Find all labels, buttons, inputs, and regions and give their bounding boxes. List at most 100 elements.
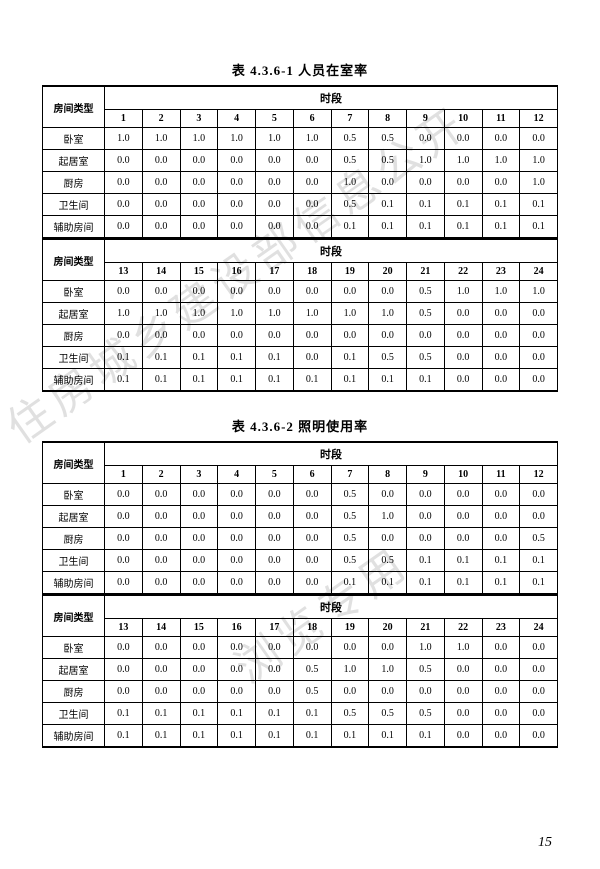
data-cell: 0.5 [369, 128, 407, 150]
data-cell: 0.1 [369, 194, 407, 216]
data-cell: 0.0 [218, 281, 256, 303]
col-header: 2 [142, 466, 180, 484]
data-cell: 0.0 [293, 216, 331, 238]
table2-title: 表 4.3.6-2 照明使用率 [42, 416, 558, 435]
data-cell: 0.1 [407, 725, 445, 748]
data-cell: 1.0 [293, 303, 331, 325]
col-header: 23 [482, 263, 520, 281]
data-cell: 0.0 [369, 281, 407, 303]
data-cell: 0.0 [142, 681, 180, 703]
col-header: 18 [293, 263, 331, 281]
col-header: 13 [105, 619, 143, 637]
data-cell: 0.5 [293, 681, 331, 703]
data-cell: 0.0 [482, 637, 520, 659]
data-cell: 0.0 [142, 325, 180, 347]
data-cell: 0.1 [369, 216, 407, 238]
data-cell: 0.0 [218, 528, 256, 550]
col-header: 6 [293, 466, 331, 484]
data-cell: 0.0 [407, 128, 445, 150]
data-cell: 0.0 [142, 572, 180, 594]
data-cell: 0.0 [180, 550, 218, 572]
row-label: 辅助房间 [43, 725, 105, 748]
data-cell: 0.5 [331, 194, 369, 216]
data-cell: 0.0 [256, 281, 294, 303]
data-cell: 0.1 [256, 725, 294, 748]
data-cell: 1.0 [256, 128, 294, 150]
data-cell: 0.0 [407, 506, 445, 528]
data-cell: 0.5 [407, 659, 445, 681]
data-cell: 1.0 [331, 303, 369, 325]
data-cell: 0.1 [105, 369, 143, 392]
data-cell: 0.0 [520, 659, 558, 681]
data-cell: 0.0 [520, 325, 558, 347]
data-cell: 0.0 [142, 216, 180, 238]
table1-title: 表 4.3.6-1 人员在室率 [42, 60, 558, 79]
data-cell: 0.0 [520, 681, 558, 703]
col-header: 4 [218, 110, 256, 128]
col-header: 12 [520, 110, 558, 128]
data-cell: 1.0 [482, 281, 520, 303]
data-cell: 0.0 [105, 172, 143, 194]
data-cell: 0.0 [180, 506, 218, 528]
data-cell: 0.0 [180, 637, 218, 659]
row-label: 卫生间 [43, 194, 105, 216]
data-cell: 0.0 [256, 550, 294, 572]
data-cell: 0.0 [180, 659, 218, 681]
data-cell: 0.0 [444, 347, 482, 369]
data-cell: 0.0 [218, 637, 256, 659]
data-cell: 0.0 [142, 484, 180, 506]
data-cell: 0.0 [256, 528, 294, 550]
data-cell: 0.1 [369, 572, 407, 594]
row-label: 厨房 [43, 325, 105, 347]
col-header: 22 [444, 263, 482, 281]
col-header: 2 [142, 110, 180, 128]
col-header: 17 [256, 619, 294, 637]
time-header: 时段 [105, 595, 558, 619]
data-cell: 0.0 [482, 506, 520, 528]
data-cell: 0.0 [142, 659, 180, 681]
table2-part1: 房间类型时段123456789101112卧室0.00.00.00.00.00.… [42, 441, 558, 594]
data-cell: 0.0 [105, 194, 143, 216]
data-cell: 0.0 [520, 637, 558, 659]
data-cell: 0.1 [105, 703, 143, 725]
data-cell: 0.0 [105, 484, 143, 506]
col-header: 10 [444, 466, 482, 484]
data-cell: 0.0 [256, 172, 294, 194]
data-cell: 1.0 [444, 281, 482, 303]
data-cell: 0.0 [105, 550, 143, 572]
col-header: 24 [520, 619, 558, 637]
data-cell: 0.1 [293, 369, 331, 392]
data-cell: 0.0 [105, 681, 143, 703]
data-cell: 0.1 [407, 369, 445, 392]
data-cell: 0.0 [369, 325, 407, 347]
data-cell: 0.0 [105, 150, 143, 172]
time-header: 时段 [105, 86, 558, 110]
data-cell: 0.1 [218, 369, 256, 392]
data-cell: 0.5 [331, 128, 369, 150]
data-cell: 0.5 [520, 528, 558, 550]
data-cell: 0.1 [293, 725, 331, 748]
data-cell: 0.5 [369, 550, 407, 572]
row-label: 起居室 [43, 659, 105, 681]
data-cell: 0.0 [482, 484, 520, 506]
data-cell: 0.0 [142, 528, 180, 550]
data-cell: 0.0 [444, 506, 482, 528]
data-cell: 0.0 [369, 637, 407, 659]
data-cell: 0.1 [142, 347, 180, 369]
col-header: 11 [482, 466, 520, 484]
table1-part1: 房间类型时段123456789101112卧室1.01.01.01.01.01.… [42, 85, 558, 238]
data-cell: 0.1 [520, 194, 558, 216]
data-cell: 1.0 [180, 303, 218, 325]
data-cell: 0.0 [407, 325, 445, 347]
row-label: 辅助房间 [43, 369, 105, 392]
data-cell: 0.0 [520, 703, 558, 725]
row-label: 卧室 [43, 128, 105, 150]
data-cell: 0.0 [407, 681, 445, 703]
data-cell: 0.5 [331, 506, 369, 528]
row-label: 厨房 [43, 172, 105, 194]
data-cell: 0.1 [218, 703, 256, 725]
data-cell: 0.0 [218, 216, 256, 238]
data-cell: 0.1 [331, 347, 369, 369]
col-header: 10 [444, 110, 482, 128]
col-header: 7 [331, 110, 369, 128]
